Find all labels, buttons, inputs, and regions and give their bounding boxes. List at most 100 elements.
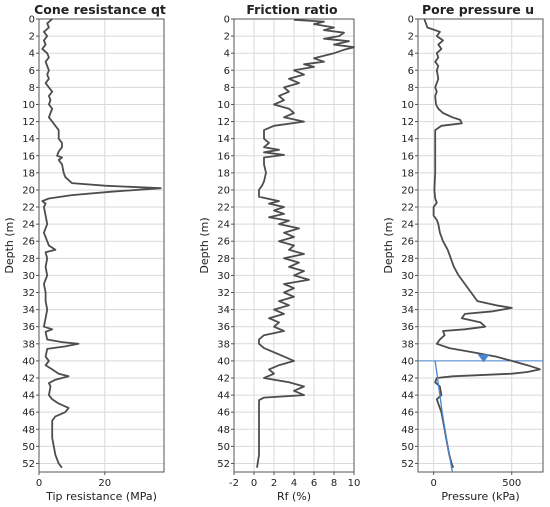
y-tick-label: 6 — [224, 66, 230, 77]
y-tick-label: 6 — [29, 66, 35, 77]
y-tick-label: 42 — [217, 373, 230, 384]
y-tick-label: 20 — [401, 185, 414, 196]
series-line — [423, 18, 541, 469]
y-tick-label: 26 — [22, 237, 35, 248]
y-tick-label: 8 — [224, 83, 230, 94]
y-tick-label: 12 — [401, 117, 414, 128]
y-tick-label: 24 — [217, 220, 230, 231]
hydrostatic-line — [434, 360, 454, 473]
chart-panel-1: Cone resistance qt0246810121416182022242… — [3, 2, 166, 503]
y-tick-label: 24 — [401, 220, 414, 231]
y-tick-label: 44 — [401, 391, 414, 402]
y-tick-label: 2 — [224, 32, 230, 43]
y-tick-label: 48 — [217, 425, 230, 436]
y-axis-label: Depth (m) — [198, 217, 211, 273]
plot-frame — [417, 18, 544, 473]
y-tick-label: 48 — [401, 425, 414, 436]
y-tick-label: 40 — [217, 356, 230, 367]
y-tick-label: 42 — [401, 373, 414, 384]
y-tick-label: 16 — [22, 151, 35, 162]
y-tick-label: 28 — [22, 254, 35, 265]
y-tick-label: 26 — [401, 237, 414, 248]
y-tick-label: 34 — [401, 305, 414, 316]
y-tick-label: 22 — [217, 203, 230, 214]
y-tick-label: 4 — [224, 49, 230, 60]
water-level-marker-icon — [477, 354, 490, 363]
x-tick-label: 2 — [271, 478, 277, 489]
x-tick-label: 4 — [291, 478, 297, 489]
chart-panel-2: Friction ratio02468101214161820222426283… — [198, 2, 360, 503]
y-tick-label: 14 — [217, 134, 230, 145]
y-tick-label: 42 — [22, 373, 35, 384]
y-tick-label: 24 — [22, 220, 35, 231]
y-axis-label: Depth (m) — [3, 217, 16, 273]
x-tick-label: 20 — [98, 478, 111, 489]
y-tick-label: 52 — [401, 459, 414, 470]
y-tick-label: 46 — [401, 408, 414, 419]
x-tick-label: -2 — [229, 478, 239, 489]
x-tick-label: 10 — [348, 478, 361, 489]
y-tick-label: 32 — [22, 288, 35, 299]
y-tick-label: 44 — [22, 391, 35, 402]
y-tick-label: 10 — [401, 100, 414, 111]
y-tick-label: 52 — [217, 459, 230, 470]
chart-title: Friction ratio — [246, 2, 338, 17]
y-tick-label: 34 — [217, 305, 230, 316]
x-tick-label: 500 — [502, 478, 521, 489]
y-tick-label: 36 — [22, 322, 35, 333]
x-tick-label: 0 — [251, 478, 257, 489]
x-tick-label: 6 — [311, 478, 317, 489]
y-tick-label: 8 — [29, 83, 35, 94]
y-tick-label: 38 — [22, 339, 35, 350]
y-tick-label: 32 — [401, 288, 414, 299]
y-tick-label: 50 — [401, 442, 414, 453]
y-tick-label: 6 — [408, 66, 414, 77]
y-tick-label: 14 — [22, 134, 35, 145]
y-tick-label: 10 — [217, 100, 230, 111]
x-tick-label: 0 — [430, 478, 436, 489]
y-tick-label: 32 — [217, 288, 230, 299]
y-tick-label: 30 — [217, 271, 230, 282]
y-tick-label: 4 — [29, 49, 35, 60]
y-tick-label: 14 — [401, 134, 414, 145]
y-tick-label: 16 — [401, 151, 414, 162]
y-axis-label: Depth (m) — [382, 217, 395, 273]
x-axis-label: Rf (%) — [277, 490, 311, 503]
x-tick-label: 8 — [331, 478, 337, 489]
y-tick-label: 10 — [22, 100, 35, 111]
y-tick-label: 0 — [408, 15, 414, 26]
y-tick-label: 38 — [217, 339, 230, 350]
y-tick-label: 12 — [22, 117, 35, 128]
x-axis-label: Tip resistance (MPa) — [45, 490, 157, 503]
y-tick-label: 2 — [29, 32, 35, 43]
y-tick-label: 12 — [217, 117, 230, 128]
y-tick-label: 22 — [22, 203, 35, 214]
y-tick-label: 46 — [217, 408, 230, 419]
y-tick-label: 50 — [22, 442, 35, 453]
chart-panel-3: Pore pressure u0246810121416182022242628… — [382, 2, 544, 503]
y-tick-label: 4 — [408, 49, 414, 60]
y-tick-label: 50 — [217, 442, 230, 453]
y-tick-label: 26 — [217, 237, 230, 248]
y-tick-label: 28 — [401, 254, 414, 265]
series-line — [256, 19, 355, 468]
y-tick-label: 44 — [217, 391, 230, 402]
y-tick-label: 36 — [217, 322, 230, 333]
y-tick-label: 38 — [401, 339, 414, 350]
y-tick-label: 2 — [408, 32, 414, 43]
series-line — [41, 18, 162, 469]
plot-frame — [38, 18, 165, 473]
y-tick-label: 18 — [401, 168, 414, 179]
y-tick-label: 20 — [217, 185, 230, 196]
chart-title: Cone resistance qt — [34, 2, 166, 17]
y-tick-label: 34 — [22, 305, 35, 316]
y-tick-label: 48 — [22, 425, 35, 436]
y-tick-label: 18 — [217, 168, 230, 179]
y-tick-label: 0 — [29, 15, 35, 26]
y-tick-label: 18 — [22, 168, 35, 179]
chart-title: Pore pressure u — [422, 2, 534, 17]
y-tick-label: 40 — [401, 356, 414, 367]
y-tick-label: 20 — [22, 185, 35, 196]
y-tick-label: 30 — [401, 271, 414, 282]
